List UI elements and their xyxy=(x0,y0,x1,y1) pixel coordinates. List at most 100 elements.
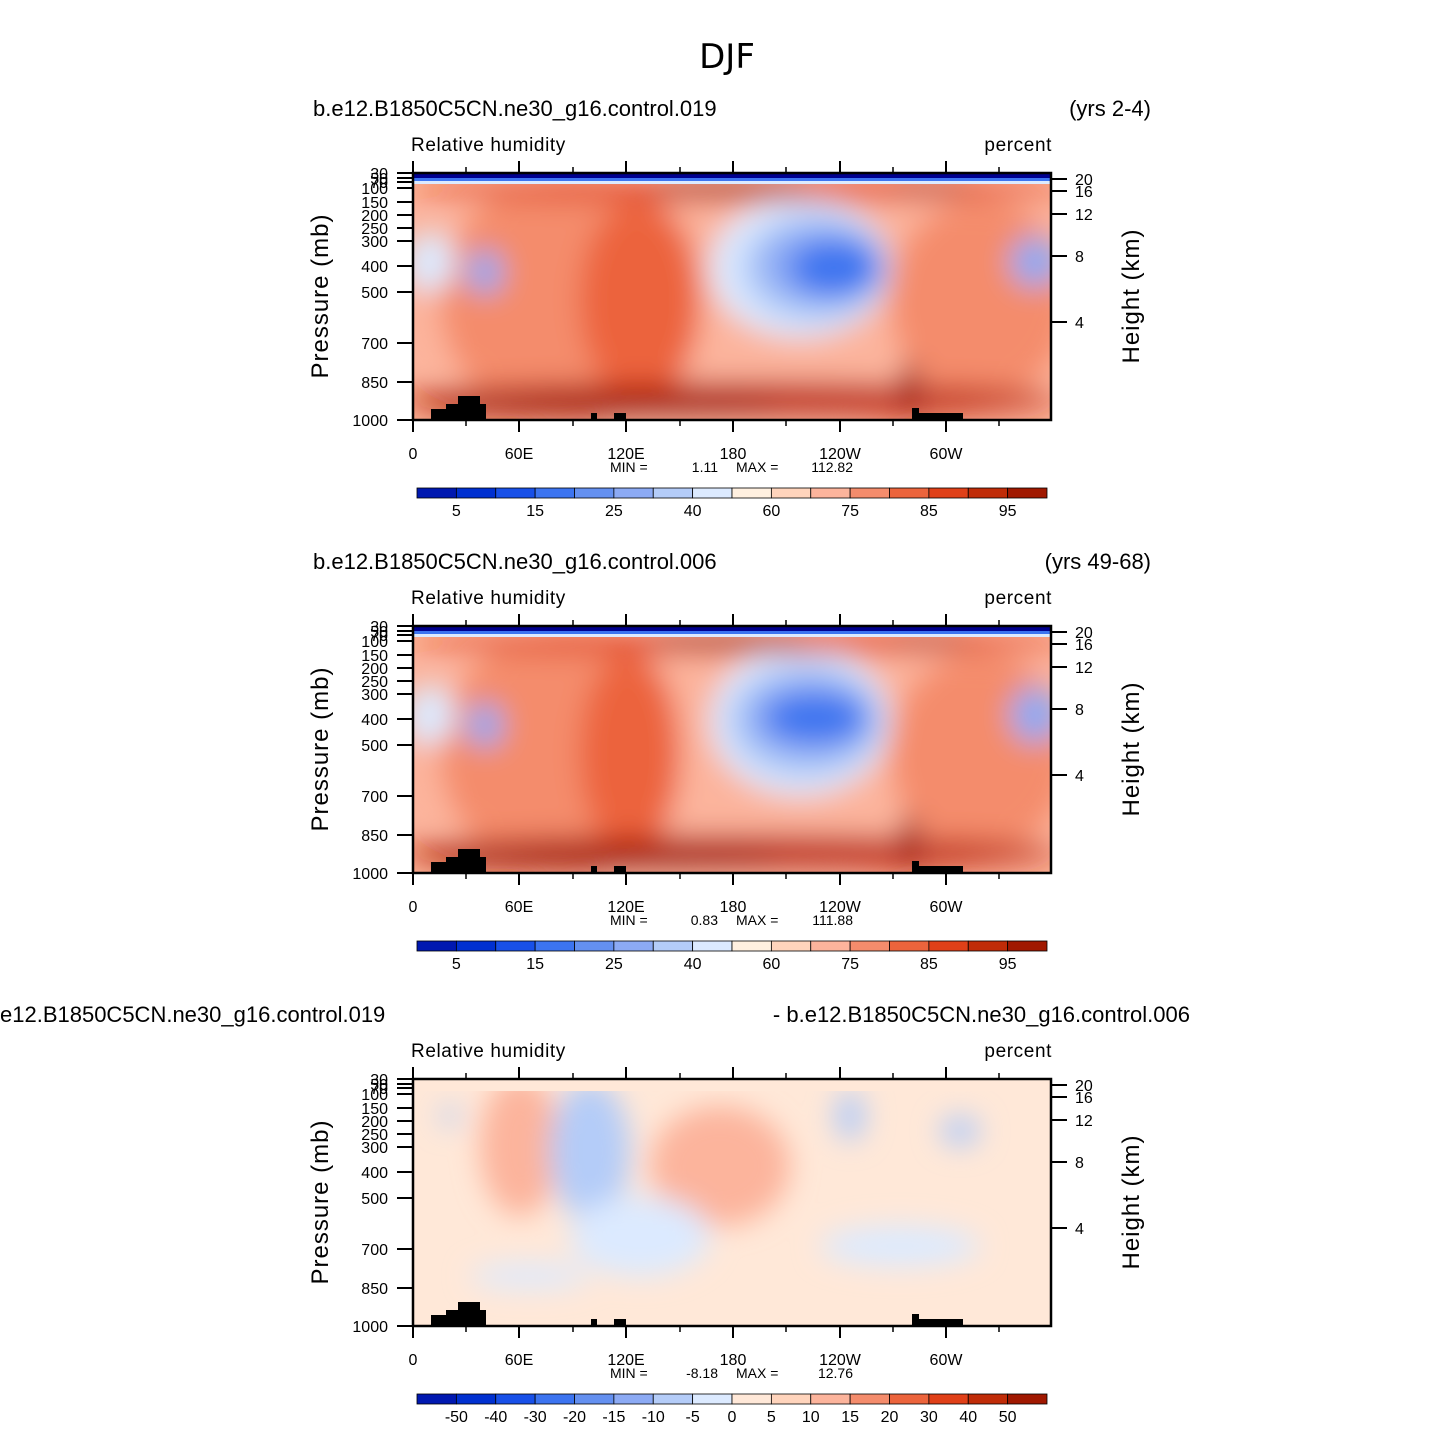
height-tick-label: 20 xyxy=(1075,625,1093,642)
contour-region xyxy=(890,200,1051,400)
contour-field xyxy=(413,173,1051,420)
height-tick-label: 8 xyxy=(1075,249,1084,266)
y-tick-label: 700 xyxy=(361,1242,388,1259)
colorbar-box xyxy=(613,487,654,499)
height-axis-label: Height (km) xyxy=(1118,1134,1145,1269)
contour-region xyxy=(550,1081,630,1221)
y-tick-label: 150 xyxy=(361,195,388,212)
contour-region xyxy=(440,1106,460,1126)
colorbar-box xyxy=(849,487,890,499)
colorbar-box xyxy=(770,487,812,499)
x-tick-label: 60W xyxy=(930,899,964,916)
contour-region xyxy=(900,813,920,873)
colorbar-box xyxy=(574,1393,615,1405)
contour-region xyxy=(467,250,503,294)
y-tick-label: 250 xyxy=(361,221,388,238)
y-tick-label: 200 xyxy=(361,661,388,678)
colorbar-box xyxy=(416,940,457,952)
height-tick-label: 16 xyxy=(1075,637,1093,654)
y-tick-label: 70 xyxy=(370,175,388,192)
contour-region xyxy=(467,703,503,747)
x-tick-label: 0 xyxy=(409,1352,418,1369)
colorbar-label: -20 xyxy=(563,1409,586,1426)
colorbar-label: -10 xyxy=(642,1409,665,1426)
colorbar-label: -50 xyxy=(445,1409,468,1426)
stratosphere-band xyxy=(413,181,1051,184)
colorbar-box xyxy=(692,1393,733,1405)
y-tick-label: 400 xyxy=(361,1165,388,1182)
contour-region xyxy=(890,653,1051,853)
colorbar-box xyxy=(652,1393,694,1405)
colorbar-label: 15 xyxy=(526,956,544,973)
y-tick-label: 70 xyxy=(370,1081,388,1098)
colorbar-box xyxy=(928,940,969,952)
colorbar-label: 5 xyxy=(767,1409,776,1426)
y-tick-label: 850 xyxy=(361,828,388,845)
colorbar-box xyxy=(770,940,812,952)
contour-region xyxy=(480,1079,560,1216)
y-tick-label: 200 xyxy=(361,1114,388,1131)
min-value: -8.18 xyxy=(686,1365,718,1381)
x-tick-label: 120W xyxy=(819,446,862,463)
stratosphere-band xyxy=(413,634,1051,637)
contour-region xyxy=(890,636,970,646)
colorbar-box xyxy=(692,487,733,499)
y-tick-label: 150 xyxy=(361,1101,388,1118)
max-value: 12.76 xyxy=(818,1365,853,1381)
colorbar-box xyxy=(889,1393,930,1405)
contour-region xyxy=(420,393,780,417)
x-tick-label: 180 xyxy=(720,899,747,916)
colorbar-label: -15 xyxy=(602,1409,625,1426)
contour-region xyxy=(413,232,455,292)
height-tick-label: 4 xyxy=(1075,1221,1084,1238)
colorbar-box xyxy=(574,940,615,952)
y-tick-label: 1000 xyxy=(352,866,388,883)
colorbar-box xyxy=(495,940,536,952)
y-tick-label: 1000 xyxy=(352,413,388,430)
colorbar-box xyxy=(889,940,930,952)
colorbar-label: -5 xyxy=(686,1409,700,1426)
y-tick-label: 700 xyxy=(361,789,388,806)
colorbar-box xyxy=(810,1393,851,1405)
colorbar-box xyxy=(455,940,497,952)
colorbar-box xyxy=(455,487,497,499)
min-value: 0.83 xyxy=(691,912,718,928)
x-tick-label: 60E xyxy=(505,899,533,916)
colorbar-label: 10 xyxy=(802,1409,820,1426)
contour-region xyxy=(470,1264,590,1288)
colorbar-box xyxy=(613,1393,654,1405)
max-label: MAX = xyxy=(736,912,778,928)
height-tick-label: 12 xyxy=(1075,660,1093,677)
y-tick-label: 30 xyxy=(370,166,388,183)
colorbar-box xyxy=(928,487,969,499)
colorbar-box xyxy=(1007,487,1048,499)
contour-region xyxy=(650,1106,790,1226)
contour-region xyxy=(580,200,700,400)
y-tick-label: 250 xyxy=(361,674,388,691)
colorbar-box xyxy=(810,940,851,952)
colorbar-box xyxy=(889,487,930,499)
case-title: e12.B1850C5CN.ne30_g16.control.019 xyxy=(0,1002,385,1027)
y-tick-label: 100 xyxy=(361,634,388,651)
colorbar-box xyxy=(1007,1393,1048,1405)
stratosphere-band xyxy=(413,626,1051,631)
case-title: b.e12.B1850C5CN.ne30_g16.control.019 xyxy=(313,96,717,121)
x-tick-label: 60W xyxy=(930,446,964,463)
contour-region xyxy=(1010,237,1051,287)
y-axis-label: Pressure (mb) xyxy=(307,213,334,378)
height-axis-label: Height (km) xyxy=(1118,228,1145,363)
stratosphere-band xyxy=(413,631,1051,634)
colorbar xyxy=(416,940,1048,952)
contour-region xyxy=(900,360,920,420)
max-label: MAX = xyxy=(736,459,778,475)
colorbar-box xyxy=(928,1393,969,1405)
colorbar-label: 95 xyxy=(999,956,1017,973)
colorbar-box xyxy=(1007,940,1048,952)
contour-region xyxy=(940,1116,980,1146)
y-tick-label: 100 xyxy=(361,1087,388,1104)
variable-label: Relative humidity xyxy=(411,588,566,609)
contour-field xyxy=(413,626,1051,873)
colorbar-label: -30 xyxy=(524,1409,547,1426)
height-tick-label: 16 xyxy=(1075,184,1093,201)
